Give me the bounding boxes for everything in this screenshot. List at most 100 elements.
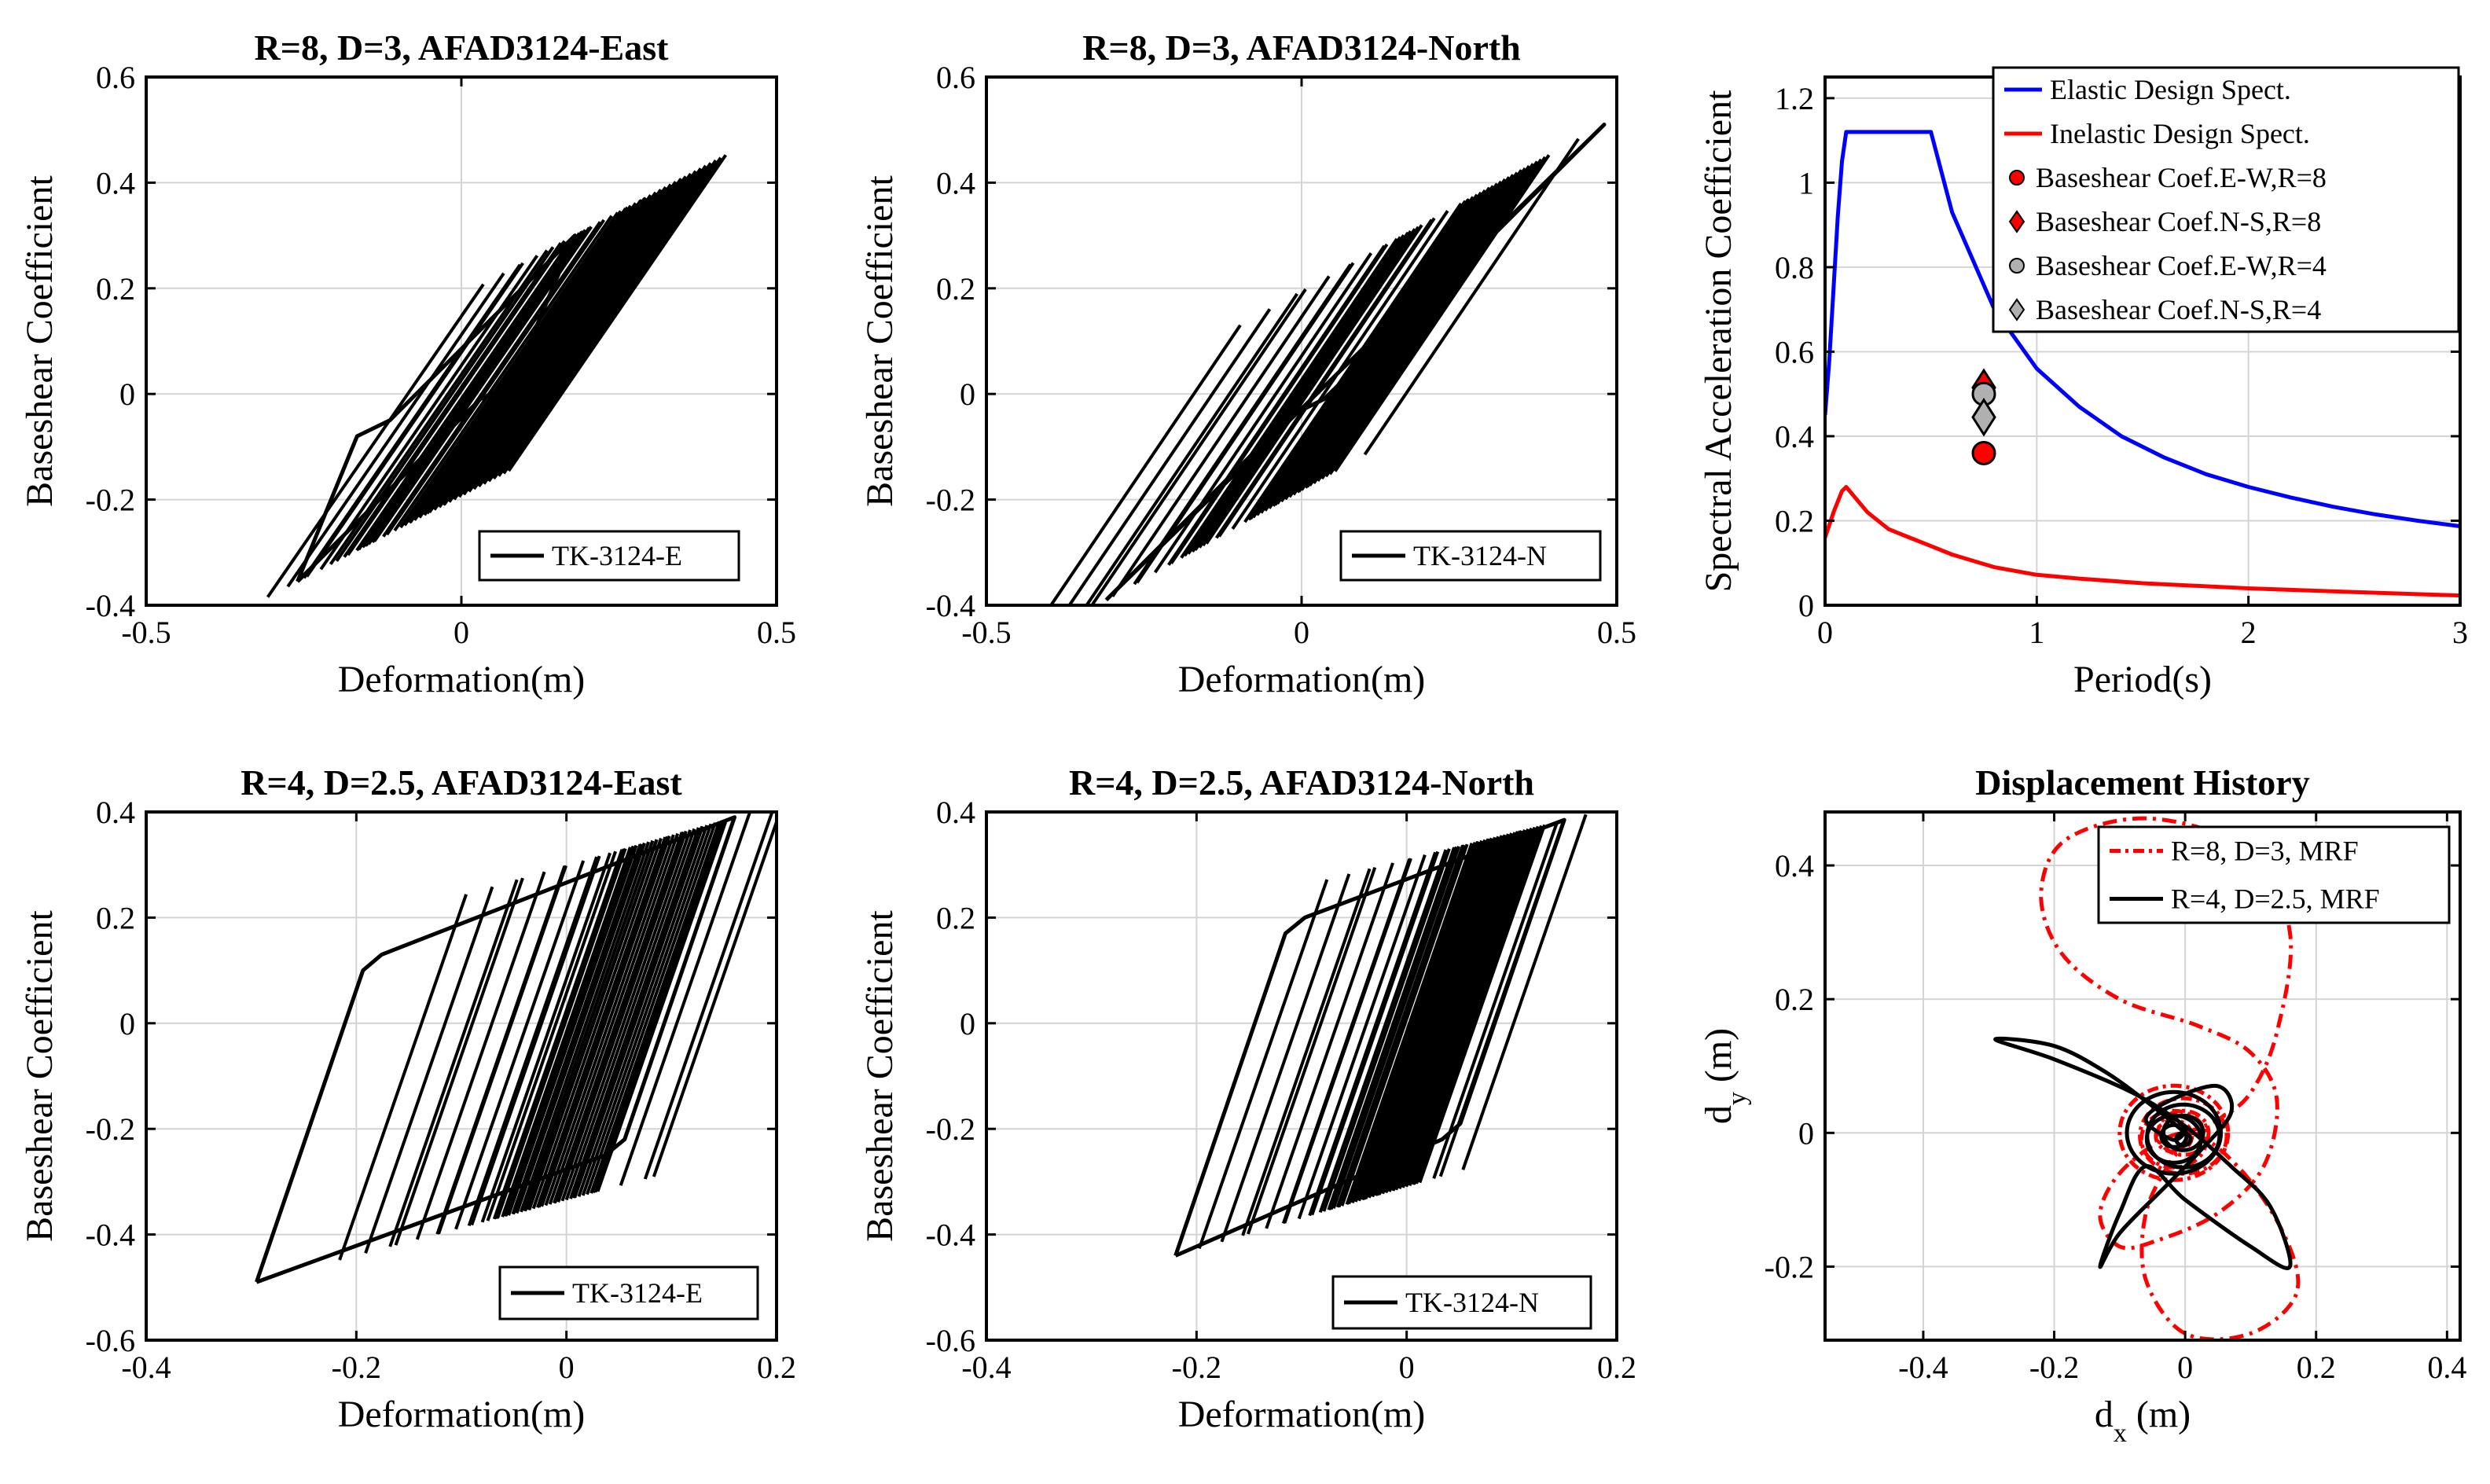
series-tk-3124-n-dense-branch: [1350, 840, 1480, 1203]
series-tk-3124-n-dense-branch: [1312, 165, 1531, 484]
x-axis-label: Deformation(m): [1178, 1394, 1426, 1435]
y-tick-label: 0.4: [936, 795, 975, 830]
y-tick-label: 0: [1798, 588, 1814, 623]
y-tick-label: 0.4: [1775, 419, 1814, 454]
series-tk-3124-n-dense-branch: [1361, 838, 1490, 1201]
series-tk-3124-n-dense-branch: [1280, 182, 1499, 503]
y-tick-label: -0.2: [926, 1111, 975, 1147]
legend-marker: [2008, 298, 2025, 321]
y-tick-label: -0.4: [926, 1218, 975, 1253]
x-tick-label: 0.2: [1597, 1350, 1636, 1385]
panel-displacement-history: -0.4 -0.2 0 0.2 0.4 -0.2 0 0.2 0.4 Displacement H…: [1698, 762, 2466, 1448]
x-tick-label: 0: [454, 615, 469, 650]
x-tick-label: 3: [2452, 615, 2468, 650]
series-tk-3124-n-dense-branch: [1384, 832, 1513, 1194]
series-tk-3124-n-inner-branch: [1297, 854, 1427, 1220]
series-tk-3124-n-dense-branch: [1353, 839, 1483, 1203]
series-tk-3124-n-dense-branch: [1300, 171, 1519, 491]
series-tk-3124-e-inner-branch: [596, 819, 729, 1192]
series-tk-3124-n-dense-branch: [1243, 202, 1463, 523]
x-tick-label: -0.2: [1172, 1350, 1221, 1385]
series-tk-3124-e-inner-branch: [373, 226, 593, 542]
series-tk-3124-e-inner-branch: [338, 894, 468, 1261]
y-tick-label: -0.2: [926, 483, 975, 518]
series-tk-3124-e-inner-branch: [319, 255, 539, 571]
series-tk-3124-n-inner-branch: [1329, 846, 1458, 1210]
series-tk-3124-e-dense-branch: [423, 199, 642, 516]
series-tk-3124-n-dense-branch: [1368, 836, 1497, 1199]
series-tk-3124-n-dense-branch: [1320, 160, 1539, 480]
series-tk-3124-n-inner-branch: [1085, 292, 1298, 605]
series-tk-3124-e-dense-branch: [492, 162, 712, 480]
series-tk-3124-n-inner-branch: [1049, 324, 1242, 605]
series-tk-3124-n-inner-branch: [1432, 821, 1559, 1179]
series-tk-3124-n-inner-branch: [1461, 814, 1588, 1170]
series-tk-3124-e-inner-branch: [266, 283, 485, 598]
series-tk-3124-n-dense-branch: [1418, 824, 1547, 1184]
series-tk-3124-n-inner-branch: [1205, 224, 1423, 545]
series-tk-3124-e-dense-branch: [507, 154, 727, 472]
panel-title: R=4, D=2.5, AFAD3124-East: [241, 762, 682, 803]
series-tk-3124-e-dense-branch: [589, 821, 722, 1194]
x-axis-label: Deformation(m): [338, 1394, 586, 1435]
x-tick-label: 0.5: [757, 615, 796, 650]
series-tk-3124-n-dense-branch: [1371, 836, 1500, 1198]
series-tk-3124-n-dense-branch: [1268, 189, 1487, 509]
series-tk-3124-n-inner-branch: [1201, 226, 1420, 547]
x-tick-label: 0: [1399, 1350, 1415, 1385]
series-tk-3124-n-inner-branch: [1180, 237, 1398, 559]
series-tk-3124-n-inner-branch: [1136, 262, 1355, 584]
series-tk-3124-e-dense-branch: [428, 197, 648, 513]
series-tk-3124-n-dense-branch: [1324, 158, 1543, 478]
legend-entry: TK-3124-E: [552, 540, 682, 571]
series-tk-3124-e-inner-branch: [364, 886, 494, 1254]
y-tick-label: 0.4: [96, 795, 135, 830]
series-tk-3124-n-dense-branch: [1391, 831, 1520, 1192]
legend-entry: Baseshear Coef.N-S,R=8: [2036, 206, 2321, 237]
series-tk-3124-n-inner-branch: [1345, 842, 1474, 1205]
axes-frame: [145, 810, 778, 1342]
series-tk-3124-n-dense-branch: [1272, 187, 1491, 507]
series-tk-3124-n-inner-branch: [1363, 138, 1580, 456]
x-tick-label: 0.2: [2297, 1350, 2336, 1385]
series-tk-3124-e-dense-branch: [548, 832, 680, 1205]
legend-entry: R=4, D=2.5, MRF: [2171, 883, 2380, 915]
y-tick-label: -0.4: [926, 588, 975, 623]
x-tick-label: 1: [2029, 615, 2044, 650]
y-axis-label: Baseshear Coefficient: [19, 910, 61, 1242]
y-tick-label: -0.2: [86, 483, 135, 518]
plot-area: [255, 812, 777, 1284]
series-tk-3124-e-dense-branch: [520, 841, 651, 1213]
plot-area: [1049, 123, 1607, 605]
y-tick-label: 0: [119, 1006, 135, 1041]
legend-entry: Baseshear Coef.E-W,R=8: [2036, 162, 2327, 193]
series-tk-3124-n-inner-branch: [1331, 846, 1460, 1210]
legend-box: [2097, 825, 2451, 924]
y-tick-label: 0: [960, 1006, 975, 1041]
y-axis-label: Spectral Acceleration Coefficient: [1698, 90, 1739, 593]
x-tick-label: -0.4: [961, 1350, 1011, 1385]
series-tk-3124-n-inner-branch: [1067, 308, 1272, 605]
series-tk-3124-n-dense-branch: [1357, 839, 1487, 1202]
legend-marker: [2009, 258, 2025, 274]
series-tk-3124-n-dense-branch: [1251, 198, 1471, 519]
series-tk-3124-n-dense-branch: [1316, 163, 1535, 483]
x-tick-label: 0.2: [757, 1350, 796, 1385]
series-tk-3124-n-inner-branch: [1153, 252, 1373, 574]
series-tk-3124-n-dense-branch: [1292, 176, 1511, 496]
series-tk-3124-n-inner-branch: [1336, 844, 1465, 1208]
x-tick-label: -0.2: [332, 1350, 381, 1385]
series-tk-3124-n-dense-branch: [1415, 825, 1543, 1185]
y-tick-label: -0.4: [86, 1218, 135, 1253]
series-tk-3124-n-dense-branch: [1276, 185, 1495, 505]
y-tick-label: -0.2: [1765, 1249, 1814, 1284]
series-tk-3124-n-dense-branch: [1405, 827, 1533, 1188]
series-tk-3124-e-inner-branch: [496, 847, 627, 1219]
series-inelastic-design-spect--line: [1825, 485, 2460, 598]
panel-title: R=8, D=3, AFAD3124-North: [1082, 28, 1521, 68]
legend-entry: R=8, D=3, MRF: [2171, 836, 2359, 867]
axes-frame: [985, 810, 1618, 1342]
series-baseshear-coef-e-w-r-8-marker: [1971, 440, 1996, 465]
series-tk-3124-n-dense-branch: [1381, 833, 1510, 1195]
series-tk-3124-e-dense-branch: [447, 186, 667, 503]
